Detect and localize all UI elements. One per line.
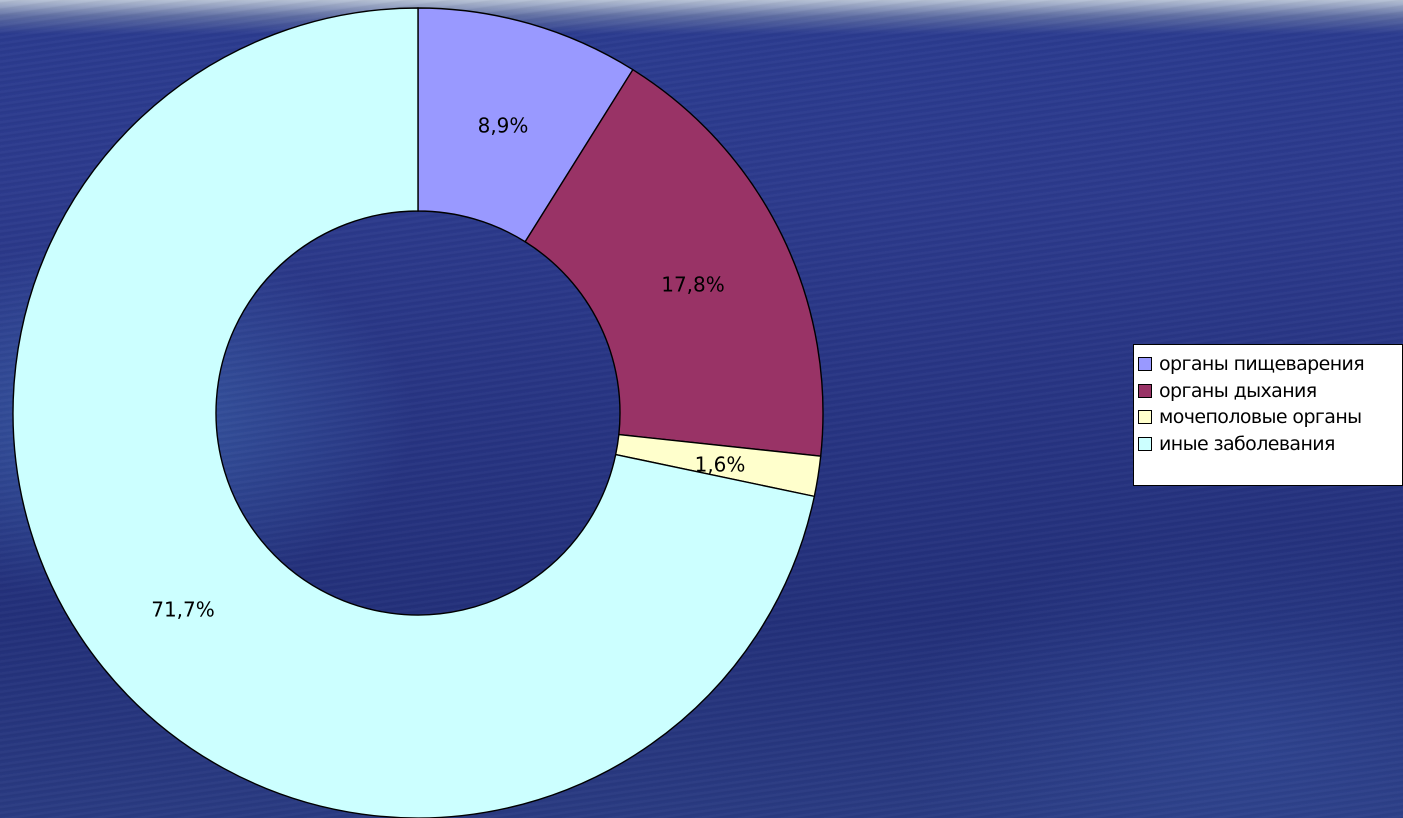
data-label-other: 71,7% <box>151 598 215 622</box>
slice-other <box>12 7 816 818</box>
chart-legend: органы пищеварения органы дыхания мочепо… <box>1133 344 1403 486</box>
slice-respiratory <box>524 68 824 457</box>
legend-label: органы пищеварения <box>1159 353 1365 376</box>
legend-label: иные заболевания <box>1159 432 1335 455</box>
legend-item-digestive: органы пищеварения <box>1138 351 1402 378</box>
legend-swatch <box>1138 357 1152 372</box>
legend-label: органы дыхания <box>1159 379 1317 402</box>
data-label-urogenital: 1,6% <box>695 453 746 477</box>
legend-swatch <box>1138 436 1152 451</box>
donut-slices <box>12 7 824 818</box>
legend-swatch <box>1138 410 1152 425</box>
data-labels: 8,9% 17,8% 1,6% 71,7% <box>151 114 745 622</box>
legend-item-respiratory: органы дыхания <box>1138 378 1402 405</box>
data-label-respiratory: 17,8% <box>661 273 725 297</box>
legend-swatch <box>1138 383 1152 398</box>
legend-item-urogenital: мочеполовые органы <box>1138 404 1402 431</box>
data-label-digestive: 8,9% <box>478 114 529 138</box>
legend-item-other: иные заболевания <box>1138 431 1402 458</box>
legend-label: мочеполовые органы <box>1159 406 1362 429</box>
